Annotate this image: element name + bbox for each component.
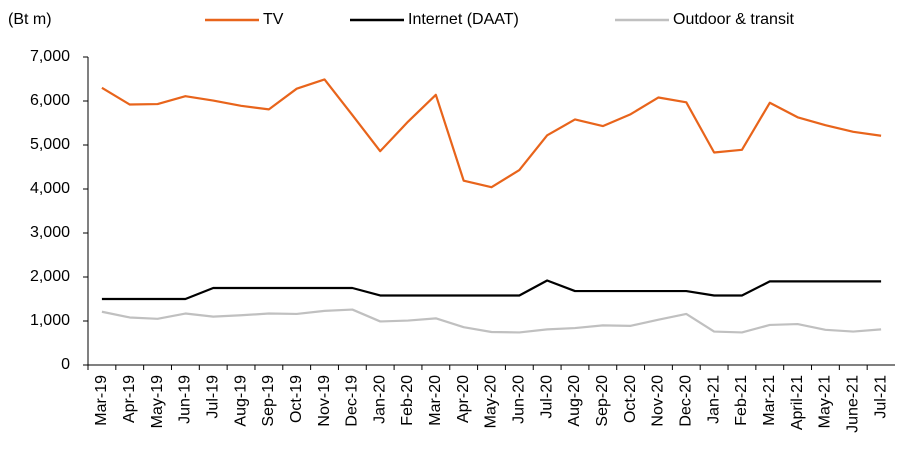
x-tick-label: Nov-19	[316, 375, 333, 427]
x-tick-label: Oct-19	[288, 375, 305, 423]
x-tick-label: Jul-21	[872, 375, 889, 419]
y-tick-label: 4,000	[30, 180, 70, 197]
x-tick-label: Dec-19	[344, 375, 361, 427]
x-tick-label: Sep-20	[594, 375, 611, 427]
x-tick-label: Mar-19	[93, 375, 110, 426]
x-tick-label: May-20	[483, 375, 500, 428]
x-tick-label: Apr-19	[121, 375, 138, 423]
x-tick-label: Mar-20	[427, 375, 444, 426]
y-tick-label: 2,000	[30, 268, 70, 285]
x-tick-label: Oct-20	[622, 375, 639, 423]
x-tick-label: Jul-19	[204, 375, 221, 419]
x-tick-label: Jun-19	[177, 375, 194, 424]
legend-label: Outdoor & transit	[673, 11, 795, 28]
y-tick-label: 3,000	[30, 224, 70, 241]
y-tick-label: 6,000	[30, 92, 70, 109]
x-tick-label: Nov-20	[650, 375, 667, 427]
legend-label: Internet (DAAT)	[408, 11, 519, 28]
series-line	[101, 308, 882, 334]
x-tick-label: Jul-20	[538, 375, 555, 419]
x-tick-label: Aug-19	[232, 375, 249, 427]
x-tick-label: Jan-20	[371, 375, 388, 424]
y-tick-label: 5,000	[30, 136, 70, 153]
y-tick-label: 1,000	[30, 312, 70, 329]
x-tick-label: Dec-20	[678, 375, 695, 427]
x-tick-label: Aug-20	[566, 375, 583, 427]
legend-label: TV	[263, 11, 284, 28]
x-tick-label: Apr-20	[455, 375, 472, 423]
x-tick-label: Feb-20	[399, 375, 416, 426]
x-tick-label: May-19	[149, 375, 166, 428]
x-tick-label: May-21	[817, 375, 834, 428]
x-tick-label: Mar-21	[761, 375, 778, 426]
x-tick-label: Jun-20	[511, 375, 528, 424]
x-tick-label: Sep-19	[260, 375, 277, 427]
series-line	[101, 78, 882, 189]
x-tick-label: April-21	[789, 375, 806, 430]
x-tick-label: Feb-21	[733, 375, 750, 426]
series-line	[101, 279, 882, 301]
y-tick-label: 7,000	[30, 48, 70, 65]
x-tick-label: Jan-21	[705, 375, 722, 424]
y-tick-label: 0	[61, 356, 70, 373]
y-axis-label: (Bt m)	[8, 11, 52, 28]
x-tick-label: June-21	[844, 375, 861, 433]
